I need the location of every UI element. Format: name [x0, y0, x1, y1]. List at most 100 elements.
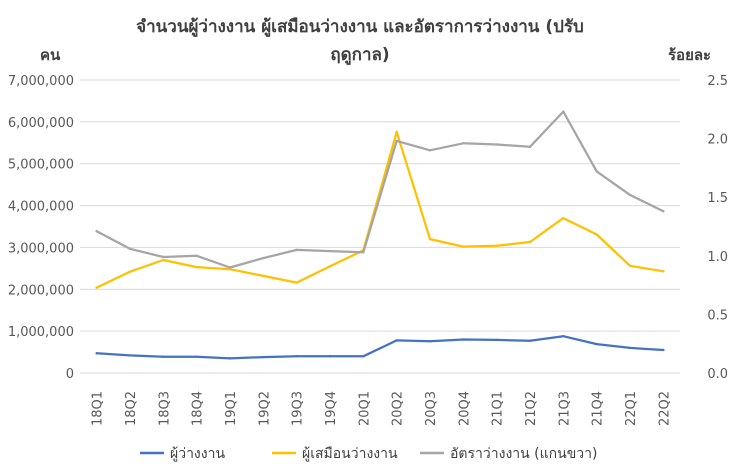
data-point [195, 265, 198, 269]
left-tick-label: 7,000,000 [8, 74, 74, 89]
data-point [228, 267, 232, 271]
data-point [228, 266, 232, 269]
chart-title-line2: ฤดูกาล) [330, 45, 389, 66]
left-tick-label: 0 [66, 367, 74, 382]
data-point [262, 355, 265, 359]
data-point [528, 145, 532, 149]
data-point [328, 265, 332, 268]
data-point [595, 342, 598, 346]
gridlines [80, 79, 680, 374]
data-point [328, 355, 332, 358]
x-tick-label: 22Q2 [657, 391, 672, 426]
data-point [228, 357, 232, 360]
data-point [428, 149, 432, 152]
right-tick-label: 0.5 [707, 308, 728, 323]
data-point [528, 339, 532, 342]
x-tick-label: 19Q4 [324, 391, 339, 426]
left-tick-label: 6,000,000 [8, 116, 74, 131]
data-point [295, 281, 298, 284]
left-tick-label: 1,000,000 [8, 325, 74, 340]
data-point [495, 338, 498, 342]
series-line-2 [95, 130, 665, 289]
data-point [128, 270, 132, 273]
x-tick-label: 19Q1 [224, 391, 239, 426]
data-point [162, 258, 165, 262]
data-point [595, 170, 598, 173]
data-point [195, 254, 198, 257]
data-point [262, 256, 265, 260]
legend-label: อัตราว่างงาน (แกนขวา) [450, 446, 597, 462]
data-point [528, 240, 532, 244]
data-point [95, 286, 98, 289]
data-point [195, 355, 198, 358]
x-tick-label: 20Q4 [457, 391, 472, 426]
x-tick-label: 21Q4 [591, 391, 606, 426]
data-point [162, 255, 165, 259]
x-tick-label: 19Q3 [291, 391, 306, 426]
data-point [395, 339, 398, 342]
left-axis-unit-label: คน [40, 46, 61, 64]
data-point [162, 355, 165, 358]
series-line-3 [95, 110, 665, 269]
right-tick-label: 2.5 [707, 74, 728, 89]
right-axis-ticks: 0.0 0.5 1.0 1.5 2.0 2.5 [707, 74, 728, 382]
left-tick-label: 3,000,000 [8, 241, 74, 256]
data-point [595, 233, 598, 236]
data-point [495, 244, 498, 247]
left-tick-label: 4,000,000 [8, 200, 74, 215]
data-point [562, 334, 565, 338]
x-tick-label: 18Q1 [91, 391, 106, 426]
right-axis-unit-label: ร้อยละ [668, 46, 711, 64]
data-point [428, 339, 432, 343]
data-point [462, 245, 465, 248]
data-point [128, 354, 132, 357]
data-point [662, 348, 665, 352]
x-tick-label: 18Q4 [191, 391, 206, 426]
data-point [628, 264, 632, 268]
data-point [562, 110, 565, 113]
series-line-1 [95, 335, 665, 360]
legend-label: ผู้ว่างงาน [170, 446, 225, 462]
data-point [462, 338, 465, 341]
right-tick-label: 1.0 [707, 250, 728, 265]
x-tick-label: 22Q1 [624, 391, 639, 426]
data-point [495, 143, 498, 146]
x-tick-label: 21Q1 [491, 391, 506, 426]
left-axis-ticks: 0 1,000,000 2,000,000 3,000,000 4,000,000 5,0… [8, 74, 74, 382]
data-point [395, 130, 398, 134]
x-tick-label: 21Q3 [557, 391, 572, 426]
x-tick-label: 20Q1 [357, 391, 372, 426]
data-point [262, 274, 265, 278]
series-lines [95, 110, 665, 360]
x-tick-label: 21Q2 [524, 391, 539, 426]
data-point [362, 355, 365, 358]
data-point [95, 352, 98, 355]
x-tick-label: 19Q2 [257, 391, 272, 426]
data-point [328, 249, 332, 253]
x-tick-label: 18Q2 [124, 391, 139, 426]
left-tick-label: 5,000,000 [8, 158, 74, 173]
x-axis-ticks: 18Q1 18Q2 18Q3 18Q4 19Q1 19Q2 19Q3 19Q4 20Q1 20Q2… [91, 391, 673, 426]
data-point [628, 193, 632, 197]
x-tick-label: 20Q3 [424, 391, 439, 426]
data-point [662, 210, 665, 213]
legend-label: ผู้เสมือนว่างงาน [302, 446, 398, 462]
data-point [95, 229, 98, 233]
data-point [662, 270, 665, 273]
data-point [562, 216, 565, 220]
data-point [128, 247, 132, 250]
x-tick-label: 20Q2 [391, 391, 406, 426]
data-point [295, 355, 298, 358]
x-tick-label: 18Q3 [157, 391, 172, 426]
data-point [295, 248, 298, 252]
data-point [428, 237, 432, 241]
right-tick-label: 2.0 [707, 133, 728, 148]
chart-title-line1: จำนวนผู้ว่างงาน ผู้เสมือนว่างงาน และอัตร… [136, 16, 584, 38]
data-point [395, 139, 398, 143]
data-point [462, 142, 465, 145]
left-tick-label: 2,000,000 [8, 283, 74, 298]
data-point [628, 346, 632, 350]
data-point [362, 251, 365, 254]
